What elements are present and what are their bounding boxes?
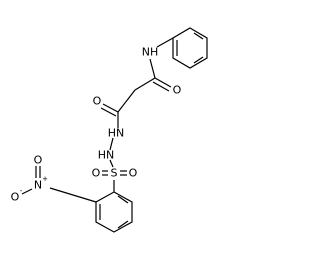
molecule-diagram: NH O O HN HN S O O N + O - O xyxy=(11,27,208,233)
atom-label: HN xyxy=(108,127,125,140)
atom-label: O xyxy=(11,191,20,204)
bonds xyxy=(21,27,208,233)
atom-label: HN xyxy=(98,149,115,162)
atom-label: NH xyxy=(142,46,159,59)
atom-label: O xyxy=(92,167,101,180)
charge-label: - xyxy=(20,187,23,195)
atom-label: O xyxy=(129,167,138,180)
atom-label: S xyxy=(111,167,118,180)
atom-label: O xyxy=(93,95,102,108)
atom-label: O xyxy=(34,154,43,167)
atom-label: N xyxy=(34,179,42,192)
atom-labels: NH O O HN HN S O O N + O - O xyxy=(11,46,182,204)
atom-label: O xyxy=(173,84,182,97)
charge-label: + xyxy=(42,175,48,183)
